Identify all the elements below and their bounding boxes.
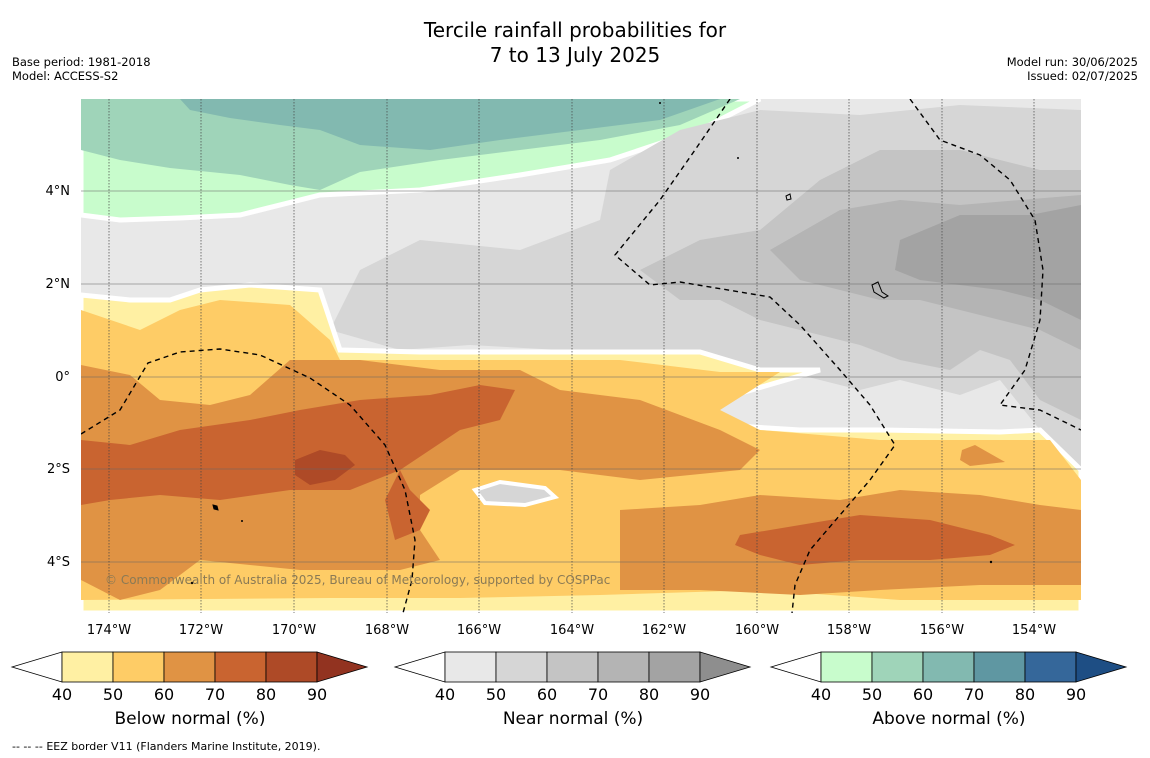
colorbar-segment xyxy=(163,651,216,683)
lon-label: 172°W xyxy=(179,623,223,638)
colorbar-segment xyxy=(597,651,650,683)
eez-dash-symbol: -- -- -- xyxy=(12,740,43,753)
above-normal-60-region xyxy=(180,99,720,150)
lat-gridlines xyxy=(81,190,1081,563)
lat-label: 2°S xyxy=(47,462,70,477)
colorbar-tick-label: 40 xyxy=(435,685,455,704)
map-title: Tercile rainfall probabilities for 7 to … xyxy=(0,18,1150,68)
eez-footnote: -- -- -- EEZ border V11 (Flanders Marine… xyxy=(12,740,320,753)
colorbar-high-arrow xyxy=(699,651,752,683)
colorbar-segment xyxy=(820,651,873,683)
lon-label: 170°W xyxy=(272,623,316,638)
below-normal-patch-east xyxy=(960,445,1005,466)
lat-label: 2°N xyxy=(46,277,71,292)
colorbar-tick-label: 90 xyxy=(1066,685,1086,704)
near-normal-colorbar: 40 50 60 70 80 90 xyxy=(393,651,752,704)
run-info: Model run: 30/06/2025 Issued: 02/07/2025 xyxy=(1007,55,1138,83)
colorbar-segment xyxy=(546,651,599,683)
eez-border-east xyxy=(909,99,1081,431)
lon-label: 164°W xyxy=(550,623,594,638)
below-normal-colorbar: 40 50 60 70 80 90 xyxy=(10,651,369,704)
lon-label: 166°W xyxy=(457,623,501,638)
colorbar-tick-label: 50 xyxy=(486,685,506,704)
rainfall-map: © Commonwealth of Australia 2025, Bureau… xyxy=(10,99,1128,704)
island-outline xyxy=(212,504,219,511)
above-normal-colorbar: 40 50 60 70 80 90 xyxy=(769,651,1128,704)
colorbar-tick-label: 50 xyxy=(103,685,123,704)
colorbar-tick-label: 40 xyxy=(811,685,831,704)
colorbar-segment xyxy=(265,651,318,683)
lon-label: 162°W xyxy=(642,623,686,638)
model-text: Model: ACCESS-S2 xyxy=(12,69,119,83)
colorbar-tick-label: 80 xyxy=(256,685,276,704)
lat-label: 0° xyxy=(55,370,70,385)
island-dot xyxy=(989,560,993,564)
eez-border-west xyxy=(81,348,416,613)
colorbar-segment xyxy=(444,651,497,683)
island-dot xyxy=(659,102,661,104)
title-line-1: Tercile rainfall probabilities for xyxy=(423,18,727,42)
model-run-text: Model run: 30/06/2025 xyxy=(1006,55,1138,69)
colorbar-tick-label: 70 xyxy=(964,685,984,704)
eez-border-central xyxy=(614,99,896,613)
island-outline xyxy=(785,193,792,201)
colorbar-high-arrow xyxy=(1075,651,1128,683)
near-normal-patch xyxy=(471,479,560,508)
lon-label: 156°W xyxy=(920,623,964,638)
colorbar-tick-label: 50 xyxy=(862,685,882,704)
colorbar-segment xyxy=(495,651,548,683)
colorbar-segment xyxy=(973,651,1026,683)
island-dot xyxy=(737,157,739,159)
colorbar-low-arrow xyxy=(393,651,446,683)
colorbar-tick-label: 60 xyxy=(537,685,557,704)
colorbar-tick-label: 90 xyxy=(690,685,710,704)
lon-label: 158°W xyxy=(827,623,871,638)
model-info: Base period: 1981-2018 Model: ACCESS-S2 xyxy=(12,55,151,83)
colorbar-segment xyxy=(1024,651,1077,683)
lon-axis-labels: 174°W 172°W 170°W 168°W 166°W 164°W 162°… xyxy=(87,623,1056,638)
island-dot xyxy=(190,581,194,585)
lat-label: 4°N xyxy=(46,184,71,199)
lon-label: 168°W xyxy=(365,623,409,638)
title-line-2: 7 to 13 July 2025 xyxy=(489,43,661,67)
near-normal-label: Near normal (%) xyxy=(502,709,644,729)
copyright-text: © Commonwealth of Australia 2025, Bureau… xyxy=(105,573,610,587)
lon-label: 160°W xyxy=(735,623,779,638)
island-dot xyxy=(241,520,243,522)
colorbar-tick-label: 70 xyxy=(205,685,225,704)
base-period-text: Base period: 1981-2018 xyxy=(12,55,151,69)
above-normal-label: Above normal (%) xyxy=(872,709,1026,729)
colorbar-tick-label: 40 xyxy=(52,685,72,704)
probability-field xyxy=(81,99,1081,613)
colorbar-tick-label: 70 xyxy=(588,685,608,704)
colorbar-tick-label: 60 xyxy=(913,685,933,704)
lat-label: 4°S xyxy=(47,555,70,570)
island-outline xyxy=(871,281,889,299)
colorbar-tick-label: 60 xyxy=(154,685,174,704)
colorbar-segment xyxy=(214,651,267,683)
colorbar-segment xyxy=(648,651,701,683)
below-normal-label: Below normal (%) xyxy=(114,709,266,729)
colorbars: 40 50 60 70 80 90 40 50 60 70 80 90 40 50 60 70 80 90 xyxy=(10,651,1128,704)
issued-text: Issued: 02/07/2025 xyxy=(1027,69,1138,83)
colorbar-high-arrow xyxy=(316,651,369,683)
colorbar-segment xyxy=(61,651,114,683)
colorbar-segment xyxy=(871,651,924,683)
colorbar-low-arrow xyxy=(10,651,63,683)
colorbar-segment xyxy=(922,651,975,683)
eez-footnote-text: EEZ border V11 (Flanders Marine Institut… xyxy=(46,740,321,753)
lon-label: 154°W xyxy=(1012,623,1056,638)
near-normal-80-region xyxy=(895,205,1081,320)
below-normal-70-region-se xyxy=(735,515,1015,565)
lat-axis-labels: 4°N 2°N 0° 2°S 4°S xyxy=(46,184,71,570)
colorbar-tick-label: 90 xyxy=(307,685,327,704)
colorbar-tick-label: 80 xyxy=(639,685,659,704)
colorbar-segment xyxy=(112,651,165,683)
lon-label: 174°W xyxy=(87,623,131,638)
colorbar-low-arrow xyxy=(769,651,822,683)
colorbar-tick-label: 80 xyxy=(1015,685,1035,704)
below-normal-80-region xyxy=(295,450,355,485)
